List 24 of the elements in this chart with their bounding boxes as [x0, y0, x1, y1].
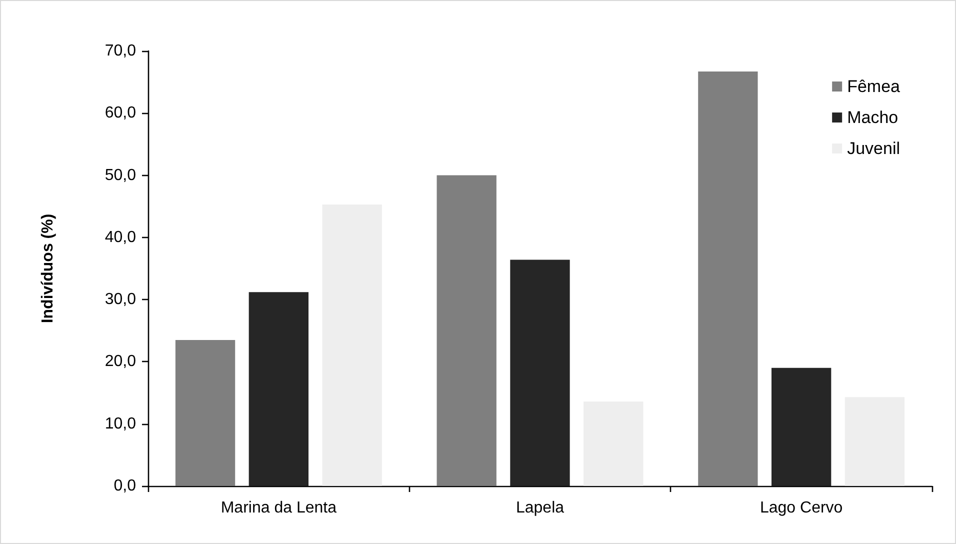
legend-label: Macho: [847, 108, 898, 127]
bar: [322, 204, 382, 486]
x-tick-label: Marina da Lenta: [220, 500, 337, 516]
bar: [844, 397, 905, 486]
y-tick-label: 20,0: [104, 353, 136, 370]
y-tick-label: 50,0: [104, 166, 136, 184]
y-tick-label: 10,0: [104, 415, 136, 432]
bar: [248, 292, 308, 486]
x-tick-label: Lapela: [516, 500, 564, 516]
legend-label: Fêmea: [847, 77, 901, 96]
bar: [510, 260, 570, 486]
y-tick-label: 40,0: [104, 228, 136, 246]
bar: [698, 72, 758, 486]
bar: [436, 175, 496, 486]
x-tick-label: Lago Cervo: [760, 500, 843, 516]
legend-label: Juvenil: [847, 139, 900, 158]
y-axis-title: Indivíduos (%): [40, 214, 56, 324]
y-tick-label: 70,0: [104, 42, 136, 60]
bar: [175, 340, 236, 486]
y-tick-label: 0,0: [114, 478, 136, 494]
y-tick-label: 60,0: [104, 104, 136, 122]
bar: [772, 368, 832, 486]
y-tick-label: 30,0: [104, 291, 136, 308]
bar: [584, 401, 644, 486]
